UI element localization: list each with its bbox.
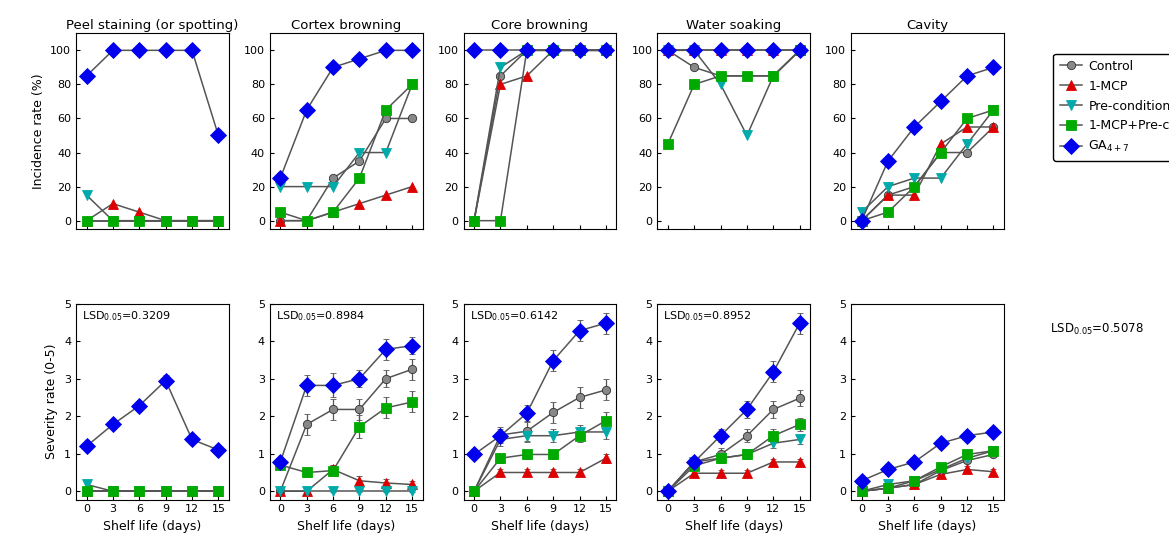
Title: Cavity: Cavity [906,19,948,32]
Title: Water soaking: Water soaking [686,19,781,32]
Title: Cortex browning: Cortex browning [291,19,401,32]
Text: LSD$_{0.05}$=0.8952: LSD$_{0.05}$=0.8952 [664,310,752,324]
Y-axis label: Incidence rate (%): Incidence rate (%) [32,73,44,189]
Text: LSD$_{0.05}$=0.5078: LSD$_{0.05}$=0.5078 [1051,322,1144,337]
Text: LSD$_{0.05}$=0.8984: LSD$_{0.05}$=0.8984 [276,310,365,324]
X-axis label: Shelf life (days): Shelf life (days) [103,520,201,533]
X-axis label: Shelf life (days): Shelf life (days) [685,520,783,533]
X-axis label: Shelf life (days): Shelf life (days) [491,520,589,533]
X-axis label: Shelf life (days): Shelf life (days) [297,520,395,533]
Text: LSD$_{0.05}$=0.3209: LSD$_{0.05}$=0.3209 [82,310,171,324]
Legend: Control, 1-MCP, Pre-conditioning, 1-MCP+Pre-conditioning, GA$_{4+7}$: Control, 1-MCP, Pre-conditioning, 1-MCP+… [1053,53,1169,160]
X-axis label: Shelf life (days): Shelf life (days) [878,520,976,533]
Text: LSD$_{0.05}$=0.6142: LSD$_{0.05}$=0.6142 [470,310,559,324]
Title: Core browning: Core browning [491,19,588,32]
Y-axis label: Severity rate (0-5): Severity rate (0-5) [46,344,58,460]
Title: Peel staining (or spotting): Peel staining (or spotting) [67,19,238,32]
